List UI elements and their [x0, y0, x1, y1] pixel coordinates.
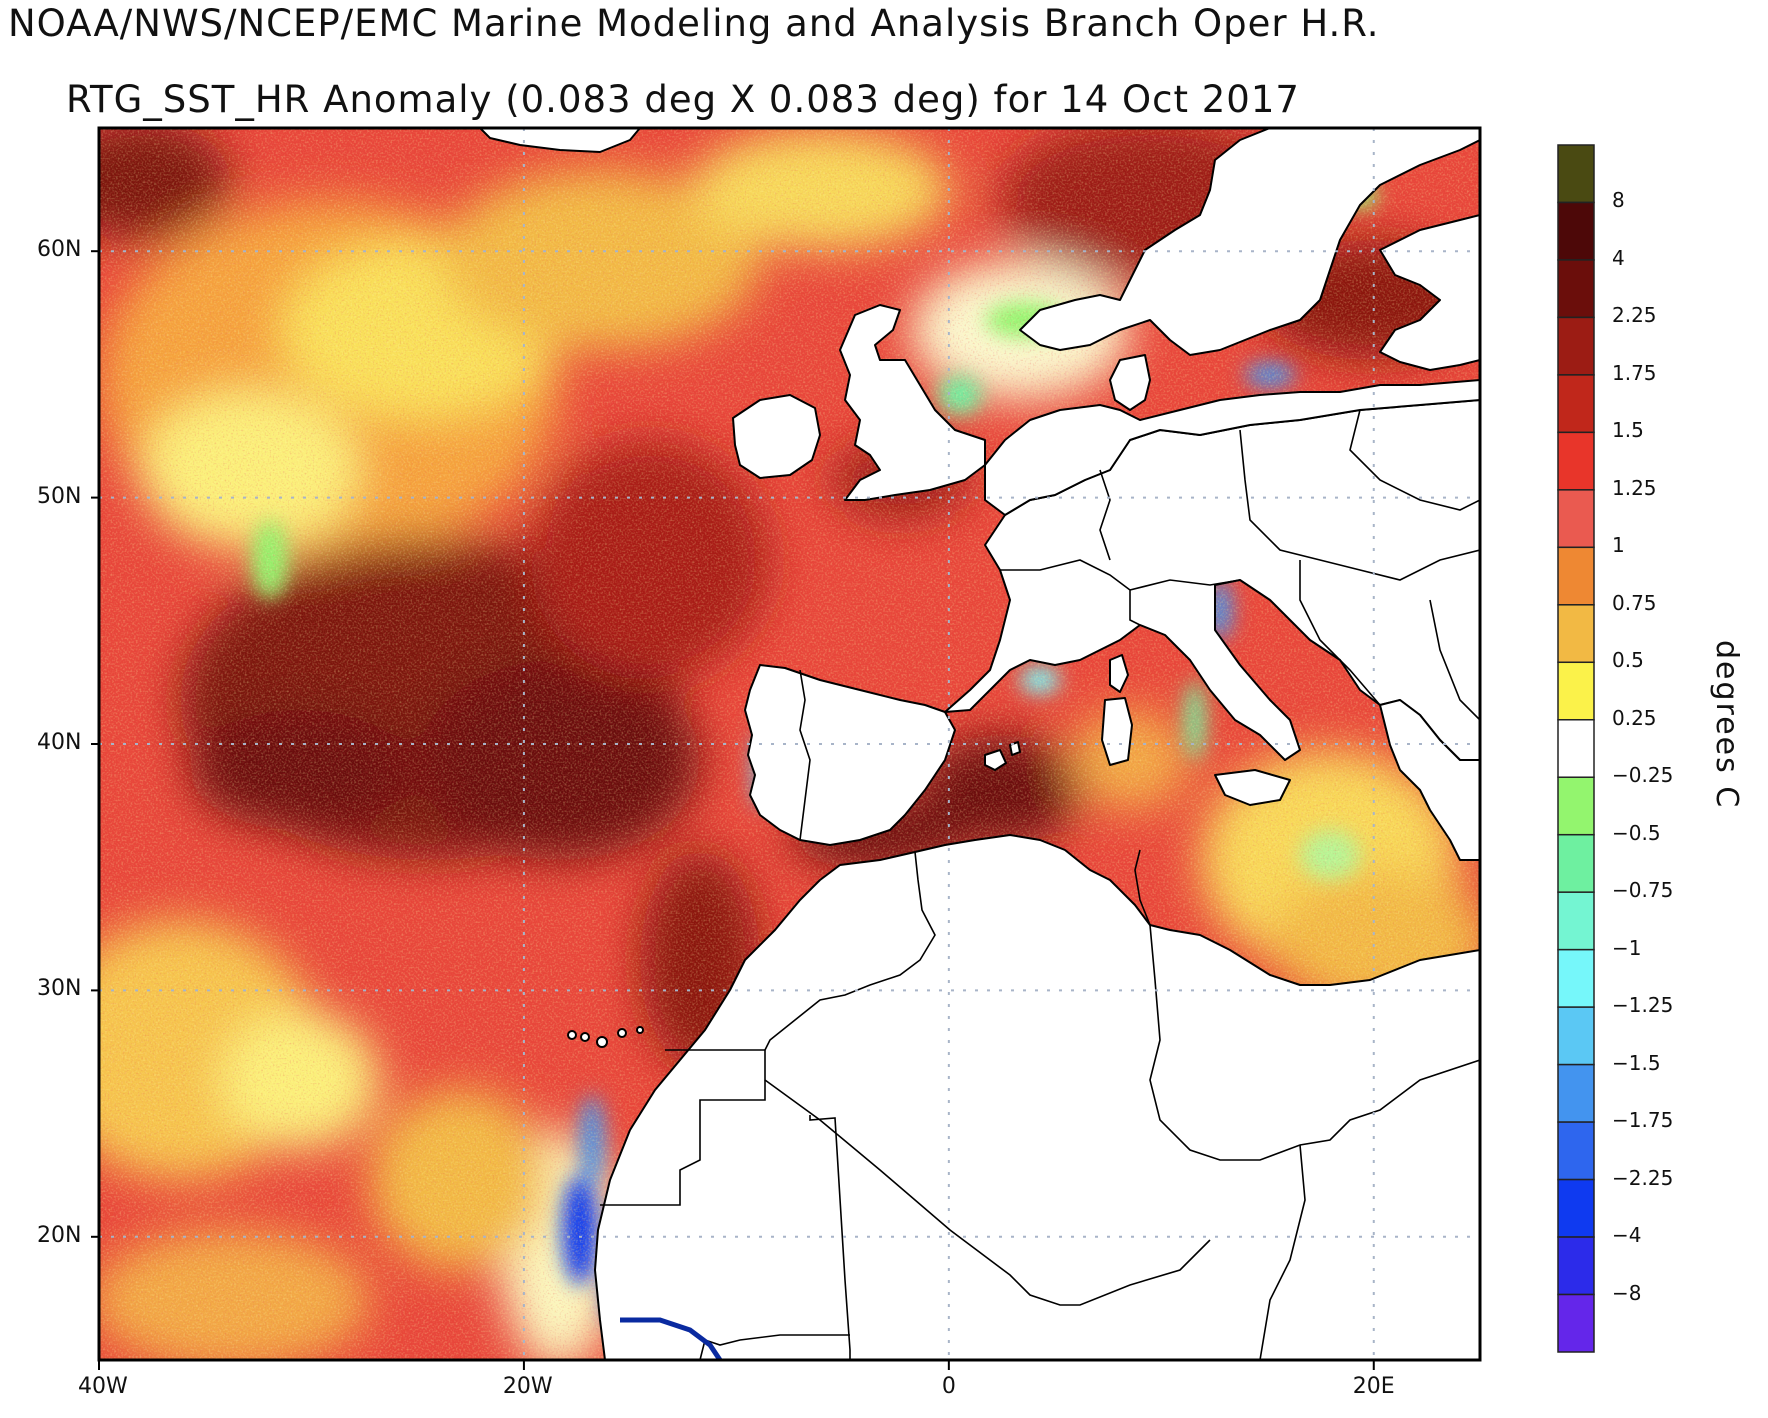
x-tick-label: 20W [502, 1374, 553, 1399]
colorbar-tick-label: −0.75 [1612, 878, 1674, 903]
y-tick-label: 30N [37, 976, 82, 1002]
colorbar-tick-label: 1.5 [1612, 418, 1644, 443]
x-tick-label: 0 [941, 1374, 956, 1399]
colorbar-swatch [1557, 604, 1595, 664]
country-borders [600, 409, 1480, 1360]
colorbar-tick-label: 4 [1612, 245, 1625, 270]
colorbar-swatch [1557, 1121, 1595, 1181]
colorbar-tick-label: −1.25 [1612, 993, 1674, 1018]
x-tick-label: 20E [1352, 1374, 1395, 1399]
colorbar-tick-label: 2.25 [1612, 303, 1657, 328]
colorbar-swatch [1557, 316, 1595, 376]
colorbar-tick-label: 0.75 [1612, 590, 1657, 615]
colorbar-tick-label: −0.5 [1612, 820, 1661, 845]
colorbar-swatch [1557, 719, 1595, 778]
y-tick-label: 40N [37, 730, 82, 755]
colorbar-swatch [1557, 144, 1595, 204]
y-tick-label: 50N [37, 483, 82, 509]
colorbar-swatch [1557, 661, 1595, 721]
x-tick-label: 40W [78, 1374, 128, 1399]
colorbar-tick-label: −1 [1612, 935, 1642, 960]
colorbar-tick-label: −0.25 [1612, 763, 1674, 788]
graticule [99, 128, 1480, 1360]
colorbar-tick-label: −1.75 [1612, 1108, 1674, 1133]
colorbar-swatch [1557, 1006, 1595, 1066]
colorbar-swatch [1557, 833, 1595, 893]
colorbar-swatch [1557, 546, 1595, 606]
colorbar-tick-label: 8 [1612, 188, 1625, 213]
colorbar-swatch [1557, 948, 1595, 1008]
colorbar-swatch [1557, 1236, 1595, 1296]
colorbar-swatch [1557, 201, 1595, 261]
y-tick-label: 20N [37, 1222, 82, 1248]
colorbar-tick-label: −1.5 [1612, 1050, 1661, 1075]
colorbar-swatch [1557, 374, 1595, 434]
colorbar-tick-label: −4 [1612, 1223, 1642, 1248]
sst-anomaly-field [99, 128, 1480, 1360]
colorbar-tick-label: −8 [1612, 1280, 1642, 1305]
chart-subtitle: RTG_SST_HR Anomaly (0.083 deg X 0.083 de… [66, 78, 1300, 121]
colorbar-tick-label: 1 [1612, 533, 1625, 558]
colorbar-swatch [1557, 1063, 1595, 1123]
colorbar-swatch [1557, 259, 1595, 319]
colorbar-tick-label: 0.25 [1612, 705, 1657, 730]
colorbar-tick-label: 0.5 [1612, 648, 1644, 673]
colorbar-units: degrees C [1700, 640, 1760, 860]
colorbar-swatch [1557, 1293, 1595, 1353]
colorbar-swatch [1557, 776, 1595, 836]
colorbar-tick-label: −2.25 [1612, 1165, 1674, 1190]
chart-title: NOAA/NWS/NCEP/EMC Marine Modeling and An… [8, 2, 1380, 45]
colorbar-tick-label: 1.75 [1612, 360, 1657, 385]
colorbar-swatch [1557, 489, 1595, 549]
colorbar-swatch [1557, 891, 1595, 951]
landmasses [479, 128, 1480, 1360]
units-label: degrees C [1709, 640, 1744, 810]
colorbar-swatch [1557, 431, 1595, 491]
y-tick-label: 60N [37, 237, 82, 263]
colorbar-swatch [1557, 1178, 1595, 1238]
colorbar [1557, 144, 1595, 1353]
colorbar-tick-label: 1.25 [1612, 475, 1657, 500]
